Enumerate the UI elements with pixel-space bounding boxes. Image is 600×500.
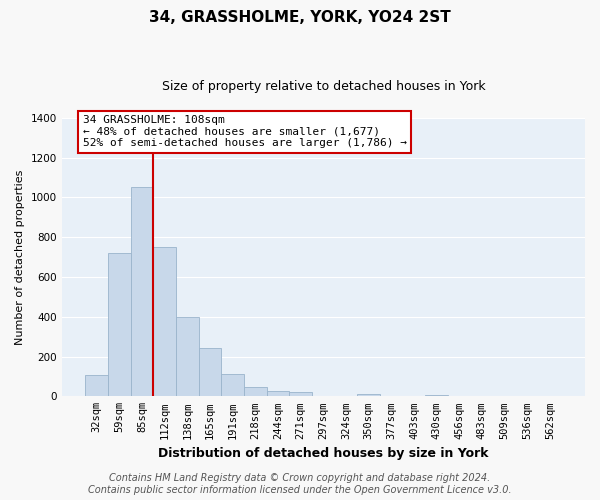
X-axis label: Distribution of detached houses by size in York: Distribution of detached houses by size … bbox=[158, 447, 488, 460]
Bar bbox=[131, 187, 154, 396]
Bar bbox=[266, 390, 289, 396]
Bar bbox=[154, 248, 176, 396]
Bar bbox=[199, 348, 221, 397]
Bar bbox=[108, 253, 131, 396]
Text: Contains HM Land Registry data © Crown copyright and database right 2024.
Contai: Contains HM Land Registry data © Crown c… bbox=[88, 474, 512, 495]
Text: 34 GRASSHOLME: 108sqm
← 48% of detached houses are smaller (1,677)
52% of semi-d: 34 GRASSHOLME: 108sqm ← 48% of detached … bbox=[83, 115, 407, 148]
Bar bbox=[289, 392, 312, 396]
Bar bbox=[176, 316, 199, 396]
Bar bbox=[244, 387, 266, 396]
Text: 34, GRASSHOLME, YORK, YO24 2ST: 34, GRASSHOLME, YORK, YO24 2ST bbox=[149, 10, 451, 25]
Bar bbox=[425, 394, 448, 396]
Bar bbox=[358, 394, 380, 396]
Bar bbox=[85, 375, 108, 396]
Bar bbox=[221, 374, 244, 396]
Title: Size of property relative to detached houses in York: Size of property relative to detached ho… bbox=[161, 80, 485, 93]
Y-axis label: Number of detached properties: Number of detached properties bbox=[15, 170, 25, 344]
